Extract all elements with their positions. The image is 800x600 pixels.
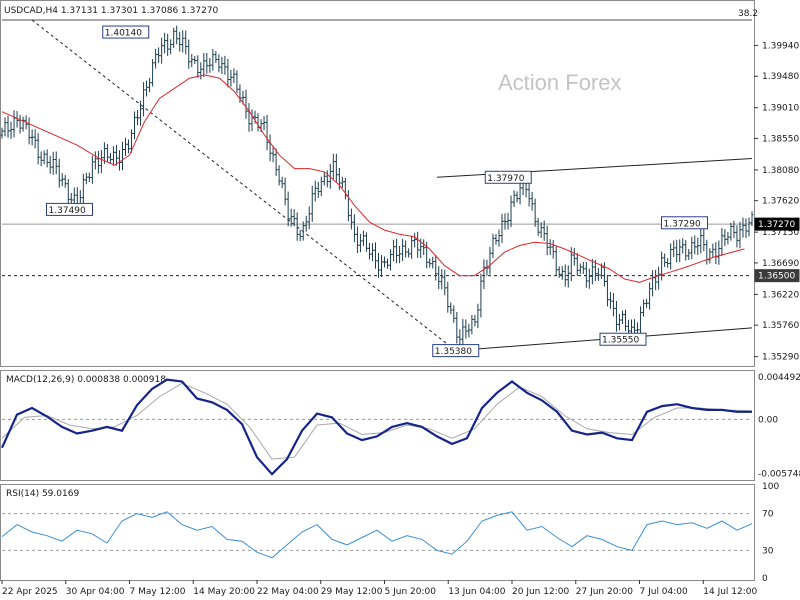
time-tick-label: 5 Jun 20:00 <box>385 587 437 597</box>
time-tick-label: 7 May 12:00 <box>130 587 186 597</box>
time-tick-label: 14 May 20:00 <box>193 587 255 597</box>
time-tick-label: 22 May 04:00 <box>257 587 319 597</box>
price-tick-label: 1.39480 <box>762 72 799 82</box>
price-tick-label: 1.38080 <box>762 166 799 176</box>
price-callout-box <box>661 216 708 230</box>
time-tick-label: 14 Jul 12:00 <box>703 587 757 597</box>
corner-value: 38.2 <box>738 9 758 19</box>
price-tick-label: 1.39010 <box>762 104 799 114</box>
macd-title: MACD(12,26,9) 0.000838 0.000918 <box>6 375 166 385</box>
time-tick-label: 29 May 12:00 <box>321 587 383 597</box>
rsi-panel: 100 70 30 0 <box>1 482 779 584</box>
price-panel: 1.39940 1.39480 1.39010 1.38550 1.38080 1.376… <box>0 19 800 363</box>
current-price-badge-box <box>754 217 800 231</box>
macd-tick-label: 0.00 <box>758 415 778 425</box>
price-callout-box <box>46 202 93 216</box>
time-tick-label: 22 Apr 2025 <box>2 587 58 597</box>
price-callout-box <box>484 170 532 184</box>
macd-tick-label: -0.005748 <box>758 470 800 480</box>
price-tick-label: 1.38550 <box>762 134 799 144</box>
time-axis: 22 Apr 2025 30 Apr 04:00 7 May 12:00 14 May… <box>1 580 757 597</box>
price-tick-label: 1.39940 <box>762 41 799 51</box>
time-tick-label: 20 Jun 12:00 <box>512 587 569 597</box>
macd-tick-label: 0.004492 <box>758 373 800 383</box>
macd-panel-frame <box>0 370 755 481</box>
time-tick-label: 7 Jul 04:00 <box>640 587 689 597</box>
current-price-badge-text: 1.37270 <box>758 220 795 230</box>
time-tick-label: 27 Jun 20:00 <box>576 587 633 597</box>
macd-panel: 0.004492 0.00 -0.005748 <box>0 373 800 480</box>
rsi-tick-label: 30 <box>762 546 774 556</box>
rsi-panel-frame <box>0 484 755 581</box>
rsi-tick-label: 100 <box>762 482 779 492</box>
price-callout-box <box>102 25 150 39</box>
price-callout-label: 1.37490 <box>49 206 86 216</box>
price-callout-label: 1.37290 <box>664 219 701 229</box>
price-tick-label: 1.37150 <box>762 228 799 238</box>
rsi-tick-label: 70 <box>762 510 774 520</box>
price-tick-label: 1.36690 <box>762 259 799 269</box>
price-callout-label: 1.40140 <box>105 29 142 39</box>
price-tick-label: 1.37620 <box>762 197 799 207</box>
level-price-badge-box <box>754 269 800 283</box>
watermark: Action Forex <box>498 70 622 95</box>
price-tick-label: 1.35760 <box>762 321 799 331</box>
price-callout-label: 1.37970 <box>487 174 524 184</box>
price-tick-label: 1.36220 <box>762 290 799 300</box>
time-tick-label: 13 Jun 04:00 <box>448 587 505 597</box>
macd-signal-line <box>1 382 753 460</box>
price-callout-box <box>599 332 647 346</box>
time-tick-label: 30 Apr 04:00 <box>66 587 125 597</box>
rsi-line <box>1 511 753 559</box>
moving-average-line <box>1 74 745 283</box>
price-tick-label: 1.35290 <box>762 353 799 363</box>
price-panel-frame <box>0 0 755 367</box>
price-callout-label: 1.35550 <box>602 336 639 346</box>
macd-line <box>0 378 752 476</box>
price-callout-box <box>432 344 480 358</box>
price-callout-label: 1.35380 <box>435 347 472 357</box>
rsi-title: RSI(14) 59.0169 <box>6 489 79 499</box>
rsi-tick-label: 0 <box>762 574 768 584</box>
chart-header: USDCAD,H4 1.37131 1.37301 1.37086 1.3727… <box>4 6 219 16</box>
level-price-badge-text: 1.36500 <box>758 272 795 282</box>
